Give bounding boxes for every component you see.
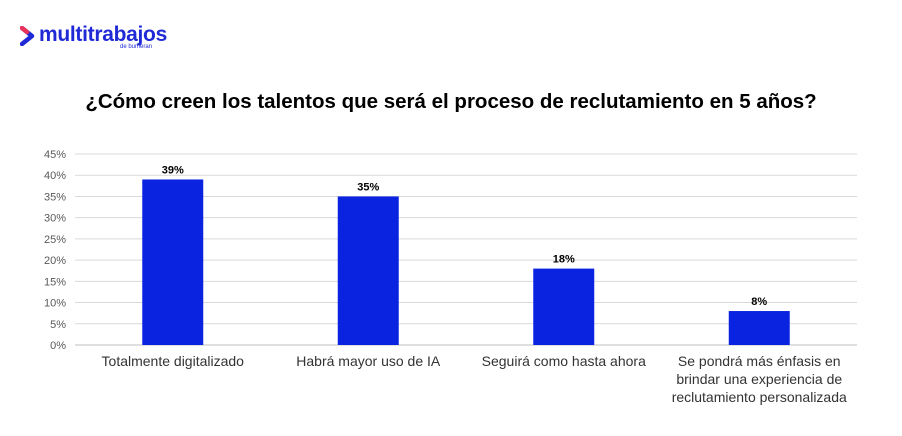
- y-tick-label: 25%: [44, 234, 66, 246]
- y-tick-label: 30%: [44, 213, 66, 225]
- brand-name: multitrabajos: [39, 23, 167, 46]
- x-tick-label: Totalmente digitalizado: [101, 353, 244, 369]
- y-tick-label: 20%: [44, 255, 66, 267]
- bar: [533, 268, 595, 345]
- bar: [728, 311, 790, 345]
- x-tick-label: Se pondrá más énfasis en brindar una exp…: [671, 353, 847, 405]
- x-tick-label: Habrá mayor uso de IA: [296, 353, 441, 369]
- data-label: 39%: [162, 164, 184, 176]
- y-tick-label: 40%: [44, 170, 66, 182]
- y-tick-label: 35%: [44, 191, 66, 203]
- chart-title: ¿Cómo creen los talentos que será el pro…: [85, 90, 817, 113]
- y-tick-label: 45%: [44, 149, 66, 161]
- data-label: 35%: [357, 181, 379, 193]
- y-tick-label: 0%: [50, 340, 66, 352]
- chevron-right-icon: [20, 26, 35, 46]
- y-tick-label: 10%: [44, 298, 66, 310]
- data-label: 8%: [751, 296, 767, 308]
- data-label: 18%: [553, 254, 575, 266]
- x-tick-label: Seguirá como hasta ahora: [481, 353, 646, 369]
- y-tick-label: 5%: [50, 319, 66, 331]
- y-tick-label: 15%: [44, 276, 66, 288]
- brand-subtitle: de bumeran: [120, 44, 153, 50]
- bar: [142, 179, 204, 345]
- bar: [337, 196, 399, 345]
